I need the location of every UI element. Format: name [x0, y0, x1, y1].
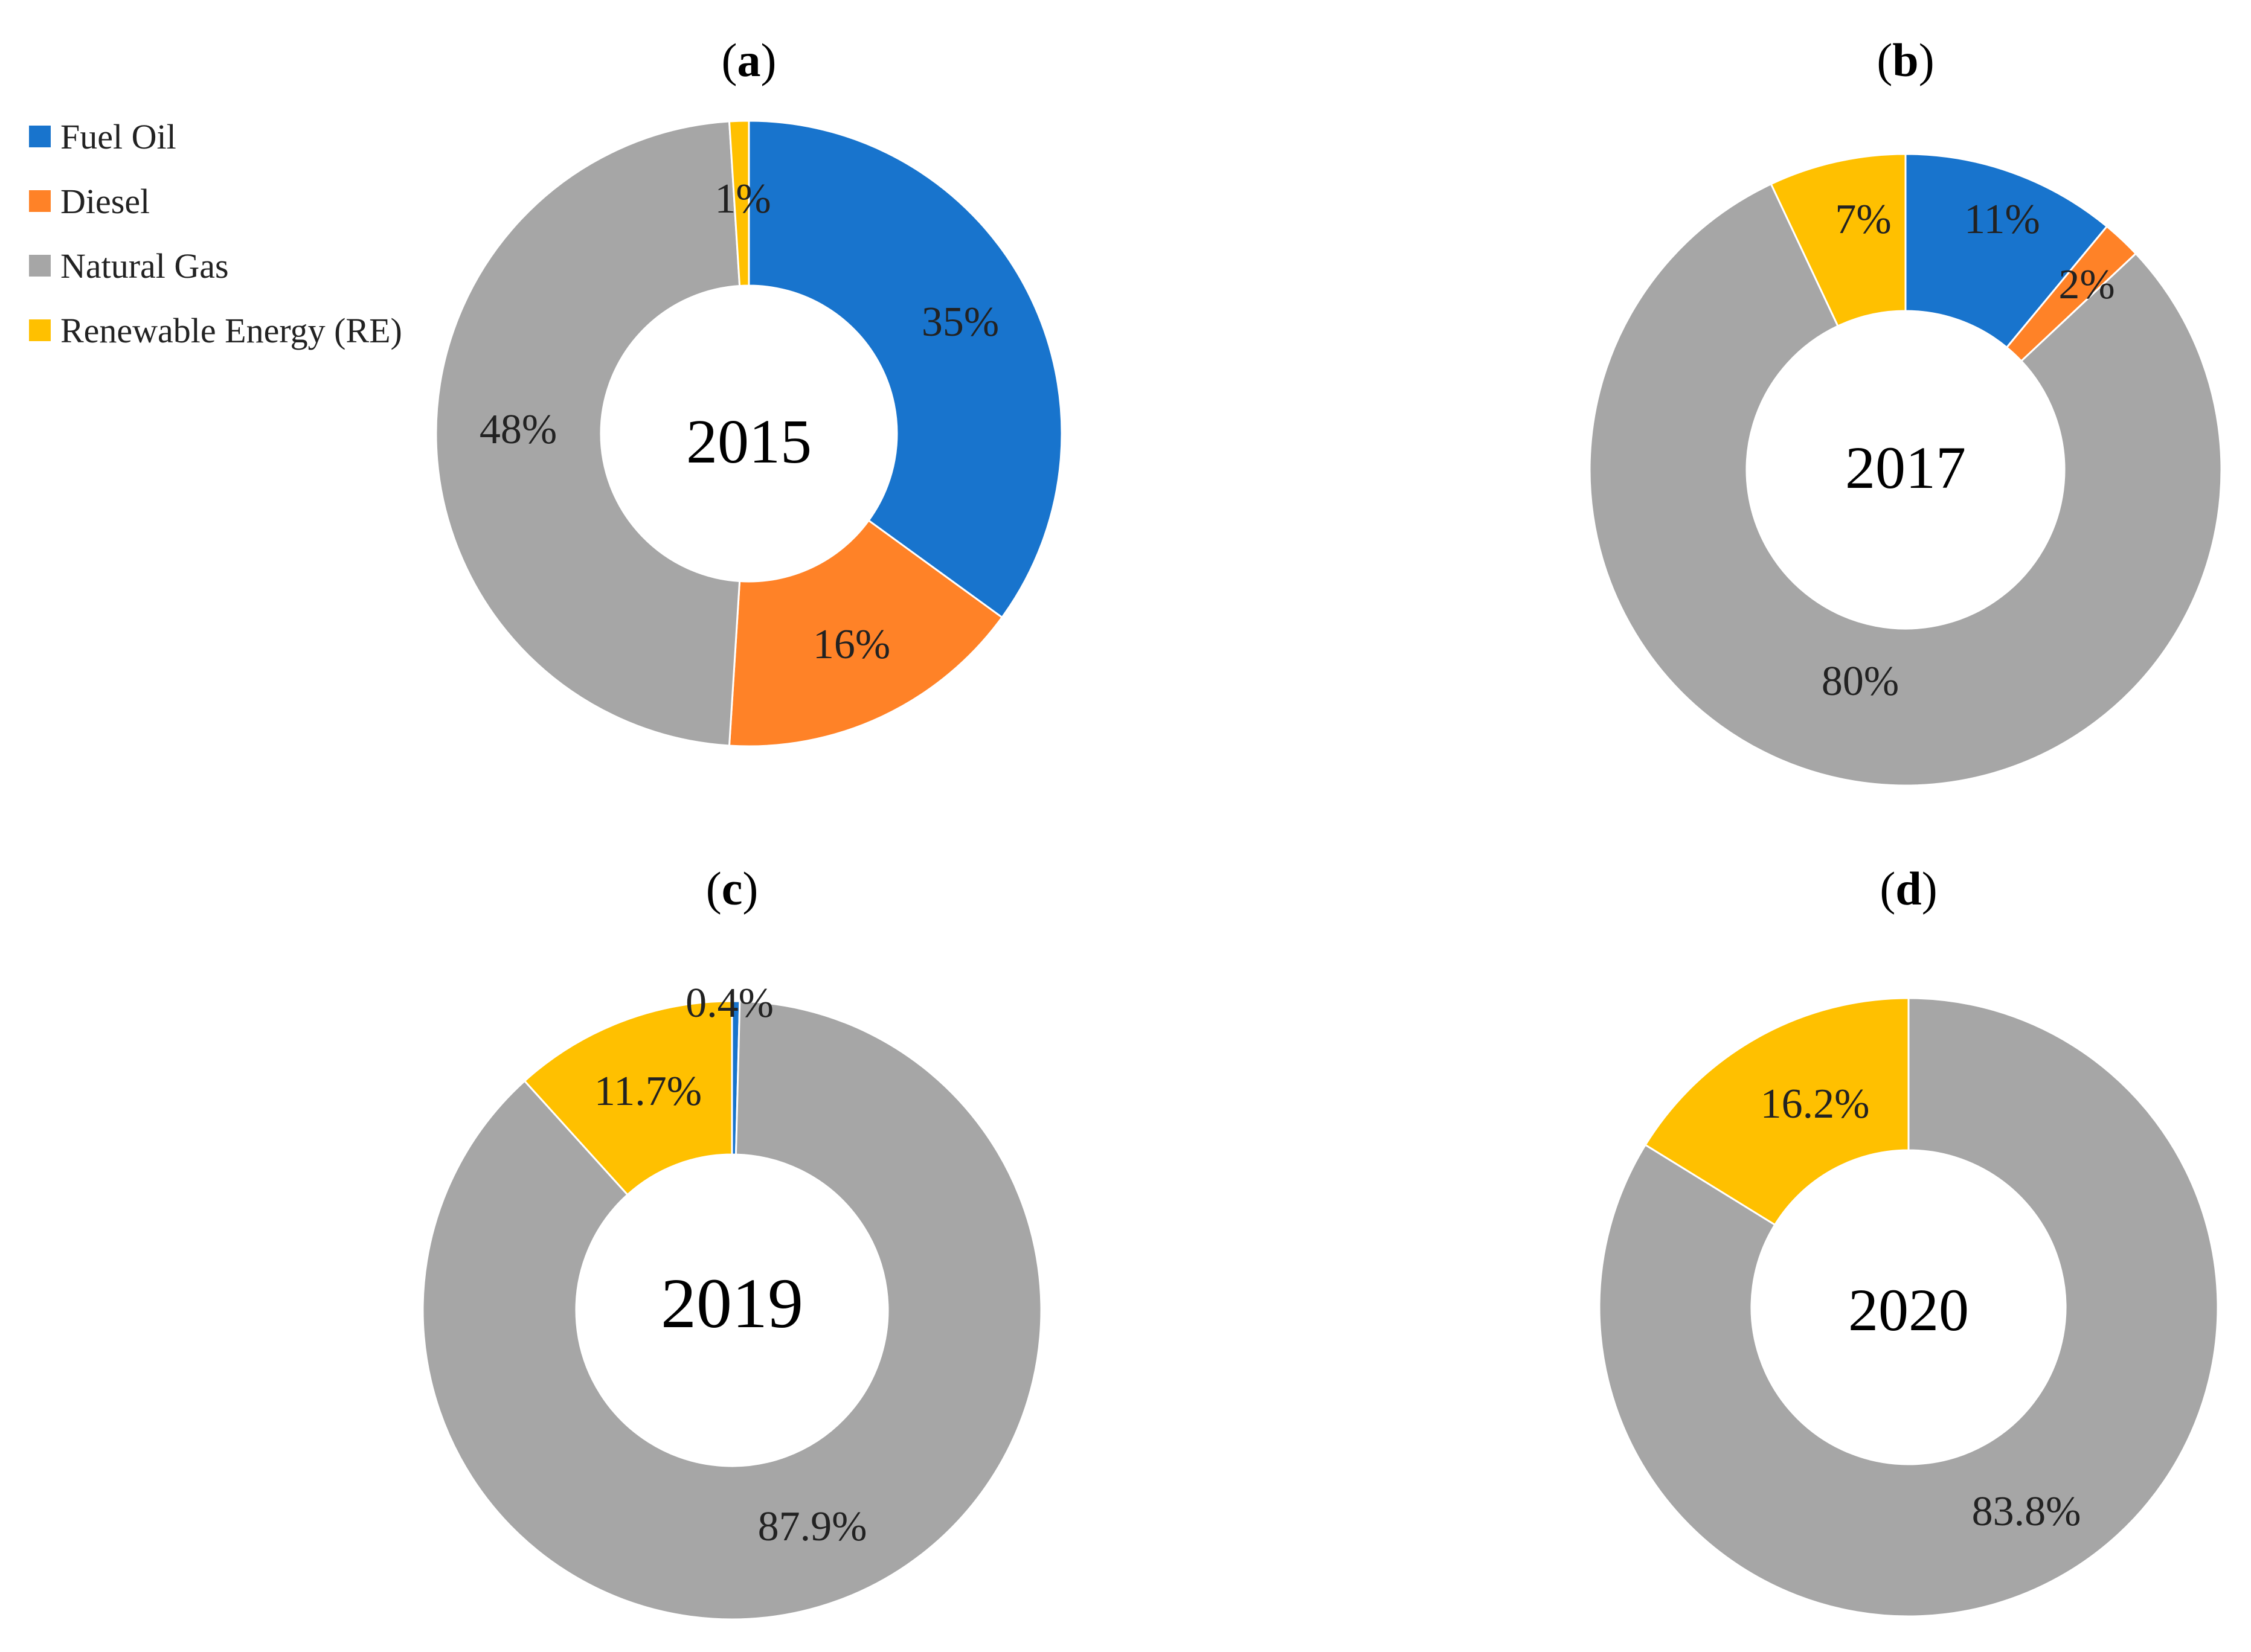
donut-panel-c: (c) 0.4% 87.9% 11.7% 2019	[422, 862, 1042, 1621]
panel-label: (d)	[1880, 862, 1937, 915]
donut-panels: (a) 35% 16% 48% 1% 2015 (b) 11% 2% 80% 7% 2017 (c) 0.…	[422, 34, 2223, 1621]
center-year-label: 2015	[686, 407, 812, 476]
legend-label: Renewable Energy (RE)	[60, 311, 402, 350]
panel-letter: c	[722, 862, 743, 915]
donut-panel-b: (b) 11% 2% 80% 7% 2017	[1588, 34, 2223, 787]
legend-swatch	[29, 255, 51, 277]
donut-panel-a: (a) 35% 16% 48% 1% 2015	[435, 34, 1063, 748]
slice-label-natural-gas: 83.8%	[1972, 1488, 2081, 1535]
slice-label-renewable-energy-re: 7%	[1835, 196, 1891, 243]
slice-label-natural-gas: 87.9%	[758, 1503, 867, 1550]
legend-label: Diesel	[60, 182, 150, 221]
legend-label: Natural Gas	[60, 246, 229, 286]
slice-label-fuel-oil: 0.4%	[686, 980, 774, 1026]
legend: Fuel Oil Diesel Natural Gas Renewable Energ…	[29, 117, 402, 350]
donut-panel-d: (d) 83.8% 16.2% 2020	[1598, 862, 2219, 1618]
slice-label-renewable-energy-re: 11.7%	[594, 1068, 702, 1115]
slice-label-natural-gas: 48%	[480, 406, 557, 453]
legend-swatch	[29, 190, 51, 212]
legend-item-fuel-oil: Fuel Oil	[29, 117, 176, 156]
center-year-label: 2020	[1848, 1276, 1969, 1343]
slice-natural-gas	[1598, 997, 2219, 1618]
slice-renewable-energy-re	[728, 120, 750, 287]
slice-label-diesel: 2%	[2058, 261, 2115, 308]
center-year-label: 2019	[661, 1264, 803, 1343]
slice-label-renewable-energy-re: 16.2%	[1761, 1081, 1870, 1127]
legend-swatch	[29, 126, 51, 147]
slice-fuel-oil	[1904, 153, 2108, 349]
slice-renewable-energy-re	[523, 1000, 733, 1196]
slice-label-fuel-oil: 11%	[1964, 196, 2040, 243]
slice-renewable-energy-re	[1770, 153, 1907, 328]
slice-natural-gas	[422, 1000, 1042, 1621]
panel-label: (b)	[1877, 34, 1934, 86]
legend-item-natural-gas: Natural Gas	[29, 246, 229, 286]
center-year-label: 2017	[1845, 434, 1966, 501]
panel-letter: a	[737, 34, 761, 86]
slice-label-fuel-oil: 35%	[922, 299, 999, 345]
slice-renewable-energy-re	[1644, 997, 1910, 1226]
slice-label-renewable-energy-re: 1%	[714, 176, 771, 222]
slice-natural-gas	[435, 120, 741, 747]
panel-letter: b	[1892, 34, 1918, 86]
legend-swatch	[29, 319, 51, 341]
slice-label-natural-gas: 80%	[1822, 658, 1899, 705]
panel-label: (a)	[722, 34, 777, 86]
slice-label-diesel: 16%	[813, 621, 890, 668]
legend-item-renewable-energy-re: Renewable Energy (RE)	[29, 311, 402, 350]
legend-label: Fuel Oil	[60, 117, 176, 156]
panel-label: (c)	[706, 862, 759, 915]
legend-item-diesel: Diesel	[29, 182, 150, 221]
slice-diesel	[728, 519, 1004, 748]
slice-natural-gas	[1588, 182, 2223, 787]
panel-letter: d	[1895, 862, 1921, 915]
slice-fuel-oil	[748, 120, 1063, 619]
